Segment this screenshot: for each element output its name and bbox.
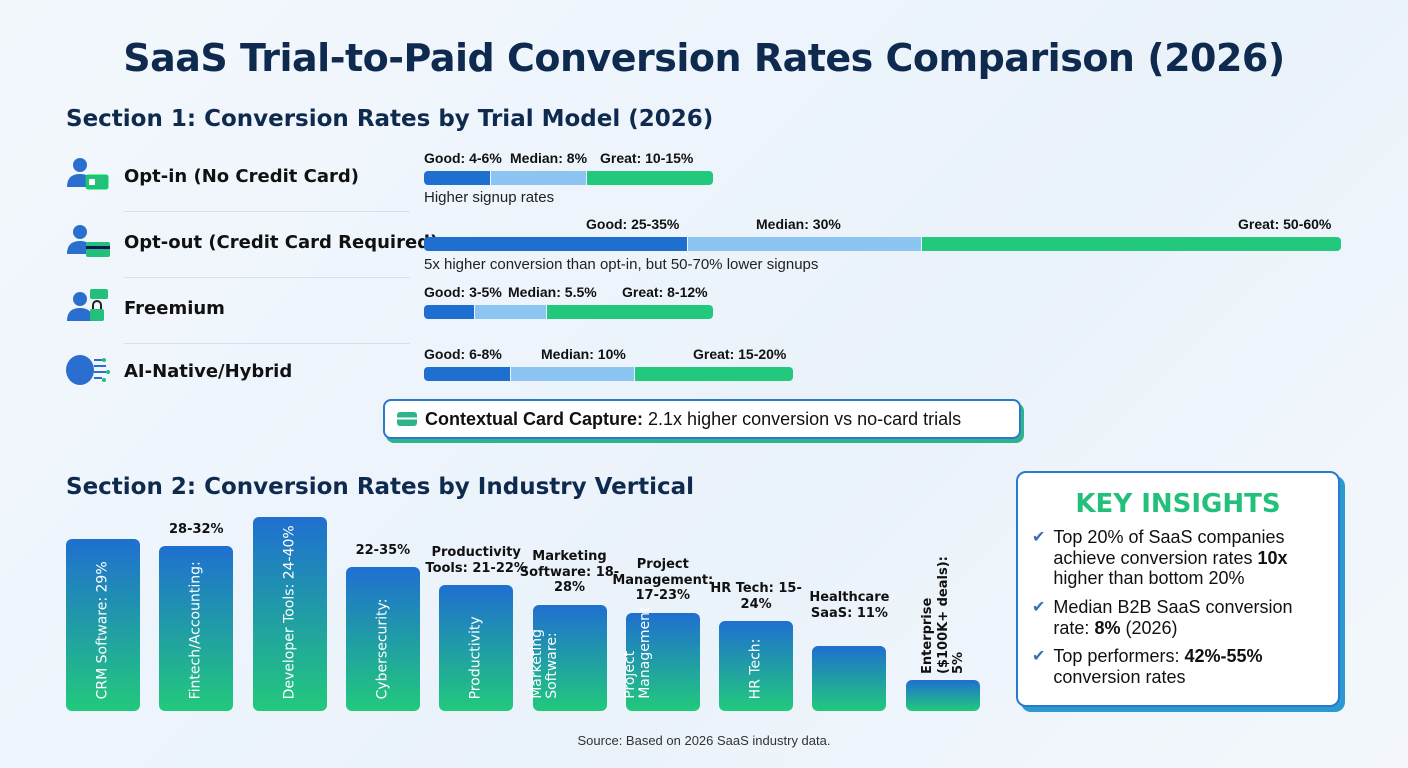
good-segment	[424, 237, 687, 251]
median-label: Median: 8%	[510, 150, 588, 166]
good-label: Good: 3-5%	[424, 284, 502, 300]
great-segment	[547, 305, 713, 319]
card-icon	[397, 412, 417, 426]
good-label: Good: 25-35%	[586, 216, 680, 232]
bar-top-label: Project Management: 17-23%	[612, 557, 714, 604]
divider	[124, 343, 410, 344]
check-circle-icon: ✔	[1032, 648, 1046, 666]
section1-title: Section 1: Conversion Rates by Trial Mod…	[66, 106, 714, 132]
great-label: Great: 15-20%	[693, 346, 787, 362]
insight-text-end: (2026)	[1120, 617, 1178, 638]
user-credit-card-icon	[67, 225, 110, 257]
median-segment	[491, 171, 586, 185]
great-label: Great: 8-12%	[622, 284, 708, 300]
bar-inner-label: Developer Tools: 24-40%	[281, 524, 298, 699]
good-label: Good: 4-6%	[424, 150, 502, 166]
bar-inner-label: CRM Software: 29%	[94, 560, 111, 699]
bar-inner-label: Project Management	[622, 606, 654, 699]
bar: Cybersecurity:	[345, 567, 420, 711]
bar-inner-label: Cybersecurity:	[374, 598, 391, 699]
ai-brain-icon	[66, 355, 110, 385]
median-segment	[688, 237, 921, 251]
insights-title: KEY INSIGHTS	[1075, 489, 1281, 519]
bar-inner-label: Productivity	[467, 616, 484, 699]
median-label: Median: 5.5%	[508, 284, 597, 300]
model-name: Opt-out (Credit Card Required)	[124, 232, 439, 253]
insight-text: Top performers:	[1053, 646, 1185, 667]
median-segment	[511, 367, 634, 381]
bar-inner-label: Fintech/Accounting:	[187, 560, 204, 699]
bar-top-label: HR Tech: 15-24%	[710, 581, 802, 612]
source-note: Source: Based on 2026 SaaS industry data…	[577, 733, 831, 748]
page-title: SaaS Trial-to-Paid Conversion Rates Comp…	[123, 36, 1285, 80]
bar-top-label: Marketing Software: 18-28%	[519, 549, 620, 596]
bar	[812, 646, 887, 711]
bar-inner-label: HR Tech:	[747, 638, 764, 699]
insight-item: ✔ Median B2B SaaS conversion rate: 8% (20…	[1032, 597, 1332, 638]
bar	[905, 680, 980, 711]
bar: Fintech/Accounting:	[159, 546, 234, 711]
model-note: Higher signup rates	[424, 189, 555, 206]
model-name: AI-Native/Hybrid	[124, 361, 293, 382]
bar: Project Management	[622, 607, 700, 711]
median-label: Median: 10%	[541, 346, 626, 362]
bar: Developer Tools: 24-40%	[252, 517, 327, 711]
insight-text: Top 20% of SaaS companies achieve conver…	[1053, 527, 1285, 568]
insight-item: ✔ Top performers: 42%-55% conversion rate…	[1032, 646, 1332, 687]
divider	[124, 211, 410, 212]
check-circle-icon: ✔	[1032, 529, 1046, 546]
bar-top-label: Productivity Tools: 21-22%	[425, 545, 527, 576]
bar: CRM Software: 29%	[66, 539, 140, 711]
good-label: Good: 6-8%	[424, 346, 502, 362]
bar: HR Tech:	[719, 621, 794, 711]
good-segment	[424, 367, 510, 381]
model-name: Freemium	[124, 298, 225, 319]
model-note: 5x higher conversion than opt-in, but 50…	[424, 256, 819, 273]
great-segment	[922, 237, 1341, 251]
model-name: Opt-in (No Credit Card)	[124, 166, 360, 187]
great-segment	[635, 367, 793, 381]
bar-top-label: 28-32%	[168, 522, 224, 537]
insight-highlight: 10x	[1257, 547, 1288, 568]
insight-text-end: higher than bottom 20%	[1053, 568, 1245, 589]
great-label: Great: 10-15%	[600, 150, 694, 166]
insight-highlight: 42%-55%	[1184, 646, 1263, 667]
check-circle-icon: ✔	[1032, 599, 1046, 617]
callout-contextual-card-capture: Contextual Card Capture: 2.1x higher con…	[383, 399, 1021, 439]
bar-top-label: 22-35%	[355, 543, 411, 558]
bar-inner-label: Marketing Software:	[528, 629, 561, 699]
median-label: Median: 30%	[756, 216, 841, 232]
good-segment	[424, 305, 474, 319]
insight-item: ✔ Top 20% of SaaS companies achieve conve…	[1032, 527, 1332, 589]
insight-text-end: conversion rates	[1053, 667, 1186, 688]
user-id-card-icon	[67, 158, 109, 190]
insight-highlight: 8%	[1094, 617, 1121, 638]
key-insights-panel: KEY INSIGHTS ✔ Top 20% of SaaS companies …	[1016, 471, 1340, 707]
median-segment	[475, 305, 546, 319]
bar-top-label: Enterprise ($100K+ deals): 5%	[919, 556, 966, 674]
section2-title: Section 2: Conversion Rates by Industry …	[66, 474, 694, 500]
great-segment	[587, 171, 713, 185]
callout-text: 2.1x higher conversion vs no-card trials	[643, 408, 962, 429]
bar: Marketing Software:	[528, 605, 607, 711]
user-lock-chat-icon	[67, 289, 108, 321]
bar-top-label: Healthcare SaaS: 11%	[809, 590, 890, 621]
callout-bold: Contextual Card Capture:	[425, 408, 644, 429]
great-label: Great: 50-60%	[1238, 216, 1332, 232]
bar: Productivity	[439, 585, 514, 711]
divider	[124, 277, 410, 278]
good-segment	[424, 171, 490, 185]
insight-text: Median B2B SaaS conversion rate:	[1053, 597, 1293, 638]
